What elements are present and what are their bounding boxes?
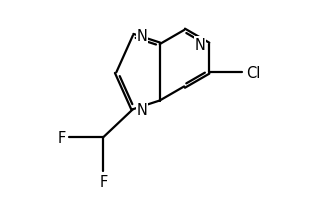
Text: N: N <box>194 37 205 52</box>
Text: F: F <box>99 175 107 189</box>
Text: F: F <box>58 130 66 145</box>
Text: N: N <box>136 29 147 44</box>
Text: Cl: Cl <box>246 65 260 80</box>
Text: N: N <box>136 102 147 117</box>
